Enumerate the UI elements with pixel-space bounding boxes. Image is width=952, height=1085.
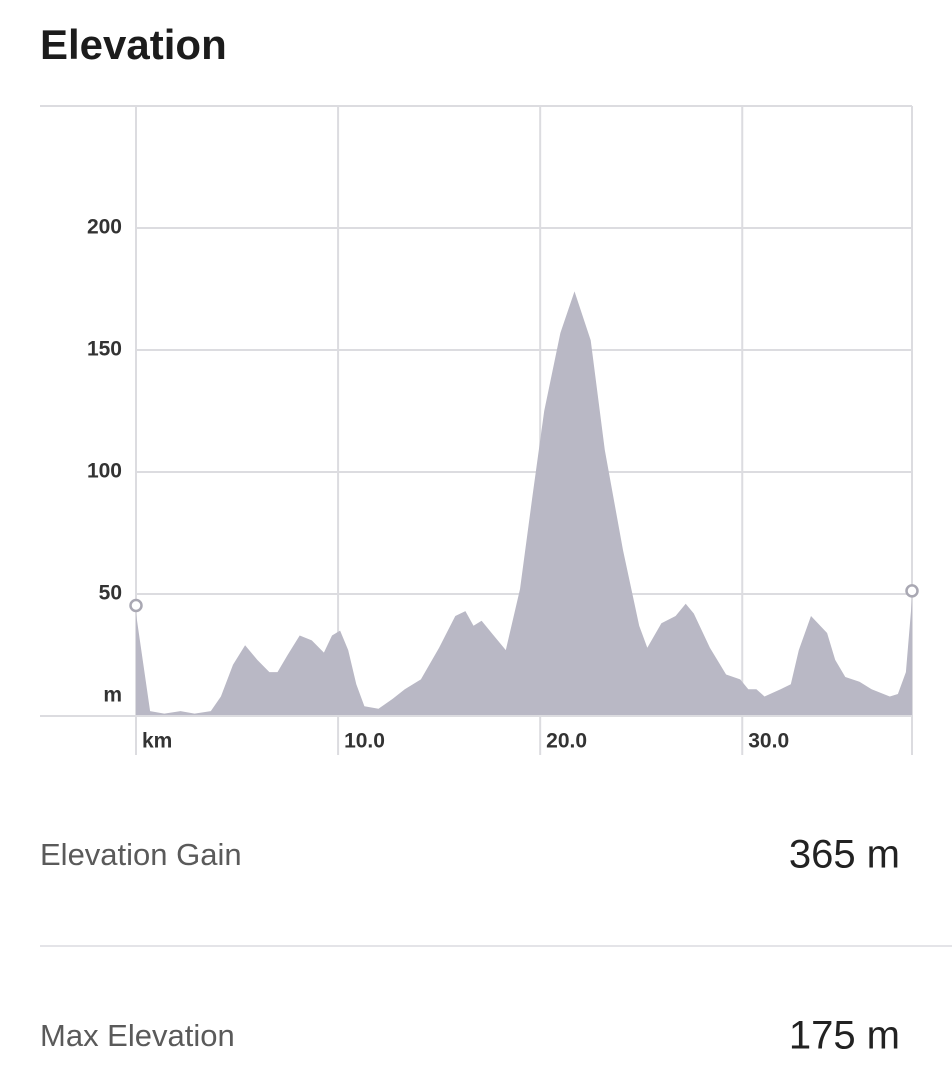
x-tick-label: 20.0 <box>546 730 587 753</box>
elevation-area <box>136 291 912 716</box>
x-tick-label: 10.0 <box>344 730 385 753</box>
chart-title: Elevation <box>40 21 227 68</box>
endpoint-marker <box>129 598 143 613</box>
y-tick-label: 100 <box>87 460 122 483</box>
y-tick-label: m <box>103 684 122 707</box>
stat-label: Elevation Gain <box>40 837 242 872</box>
y-tick-label: 150 <box>87 338 122 361</box>
y-tick-label: 50 <box>99 582 122 605</box>
x-tick-label: 30.0 <box>748 730 789 753</box>
x-tick-label: km <box>142 730 172 753</box>
stat-value: 365 m <box>789 833 900 877</box>
stat-label: Max Elevation <box>40 1018 235 1053</box>
y-tick-label: 200 <box>87 216 122 239</box>
endpoint-marker <box>905 584 919 598</box>
stat-value: 175 m <box>789 1014 900 1058</box>
